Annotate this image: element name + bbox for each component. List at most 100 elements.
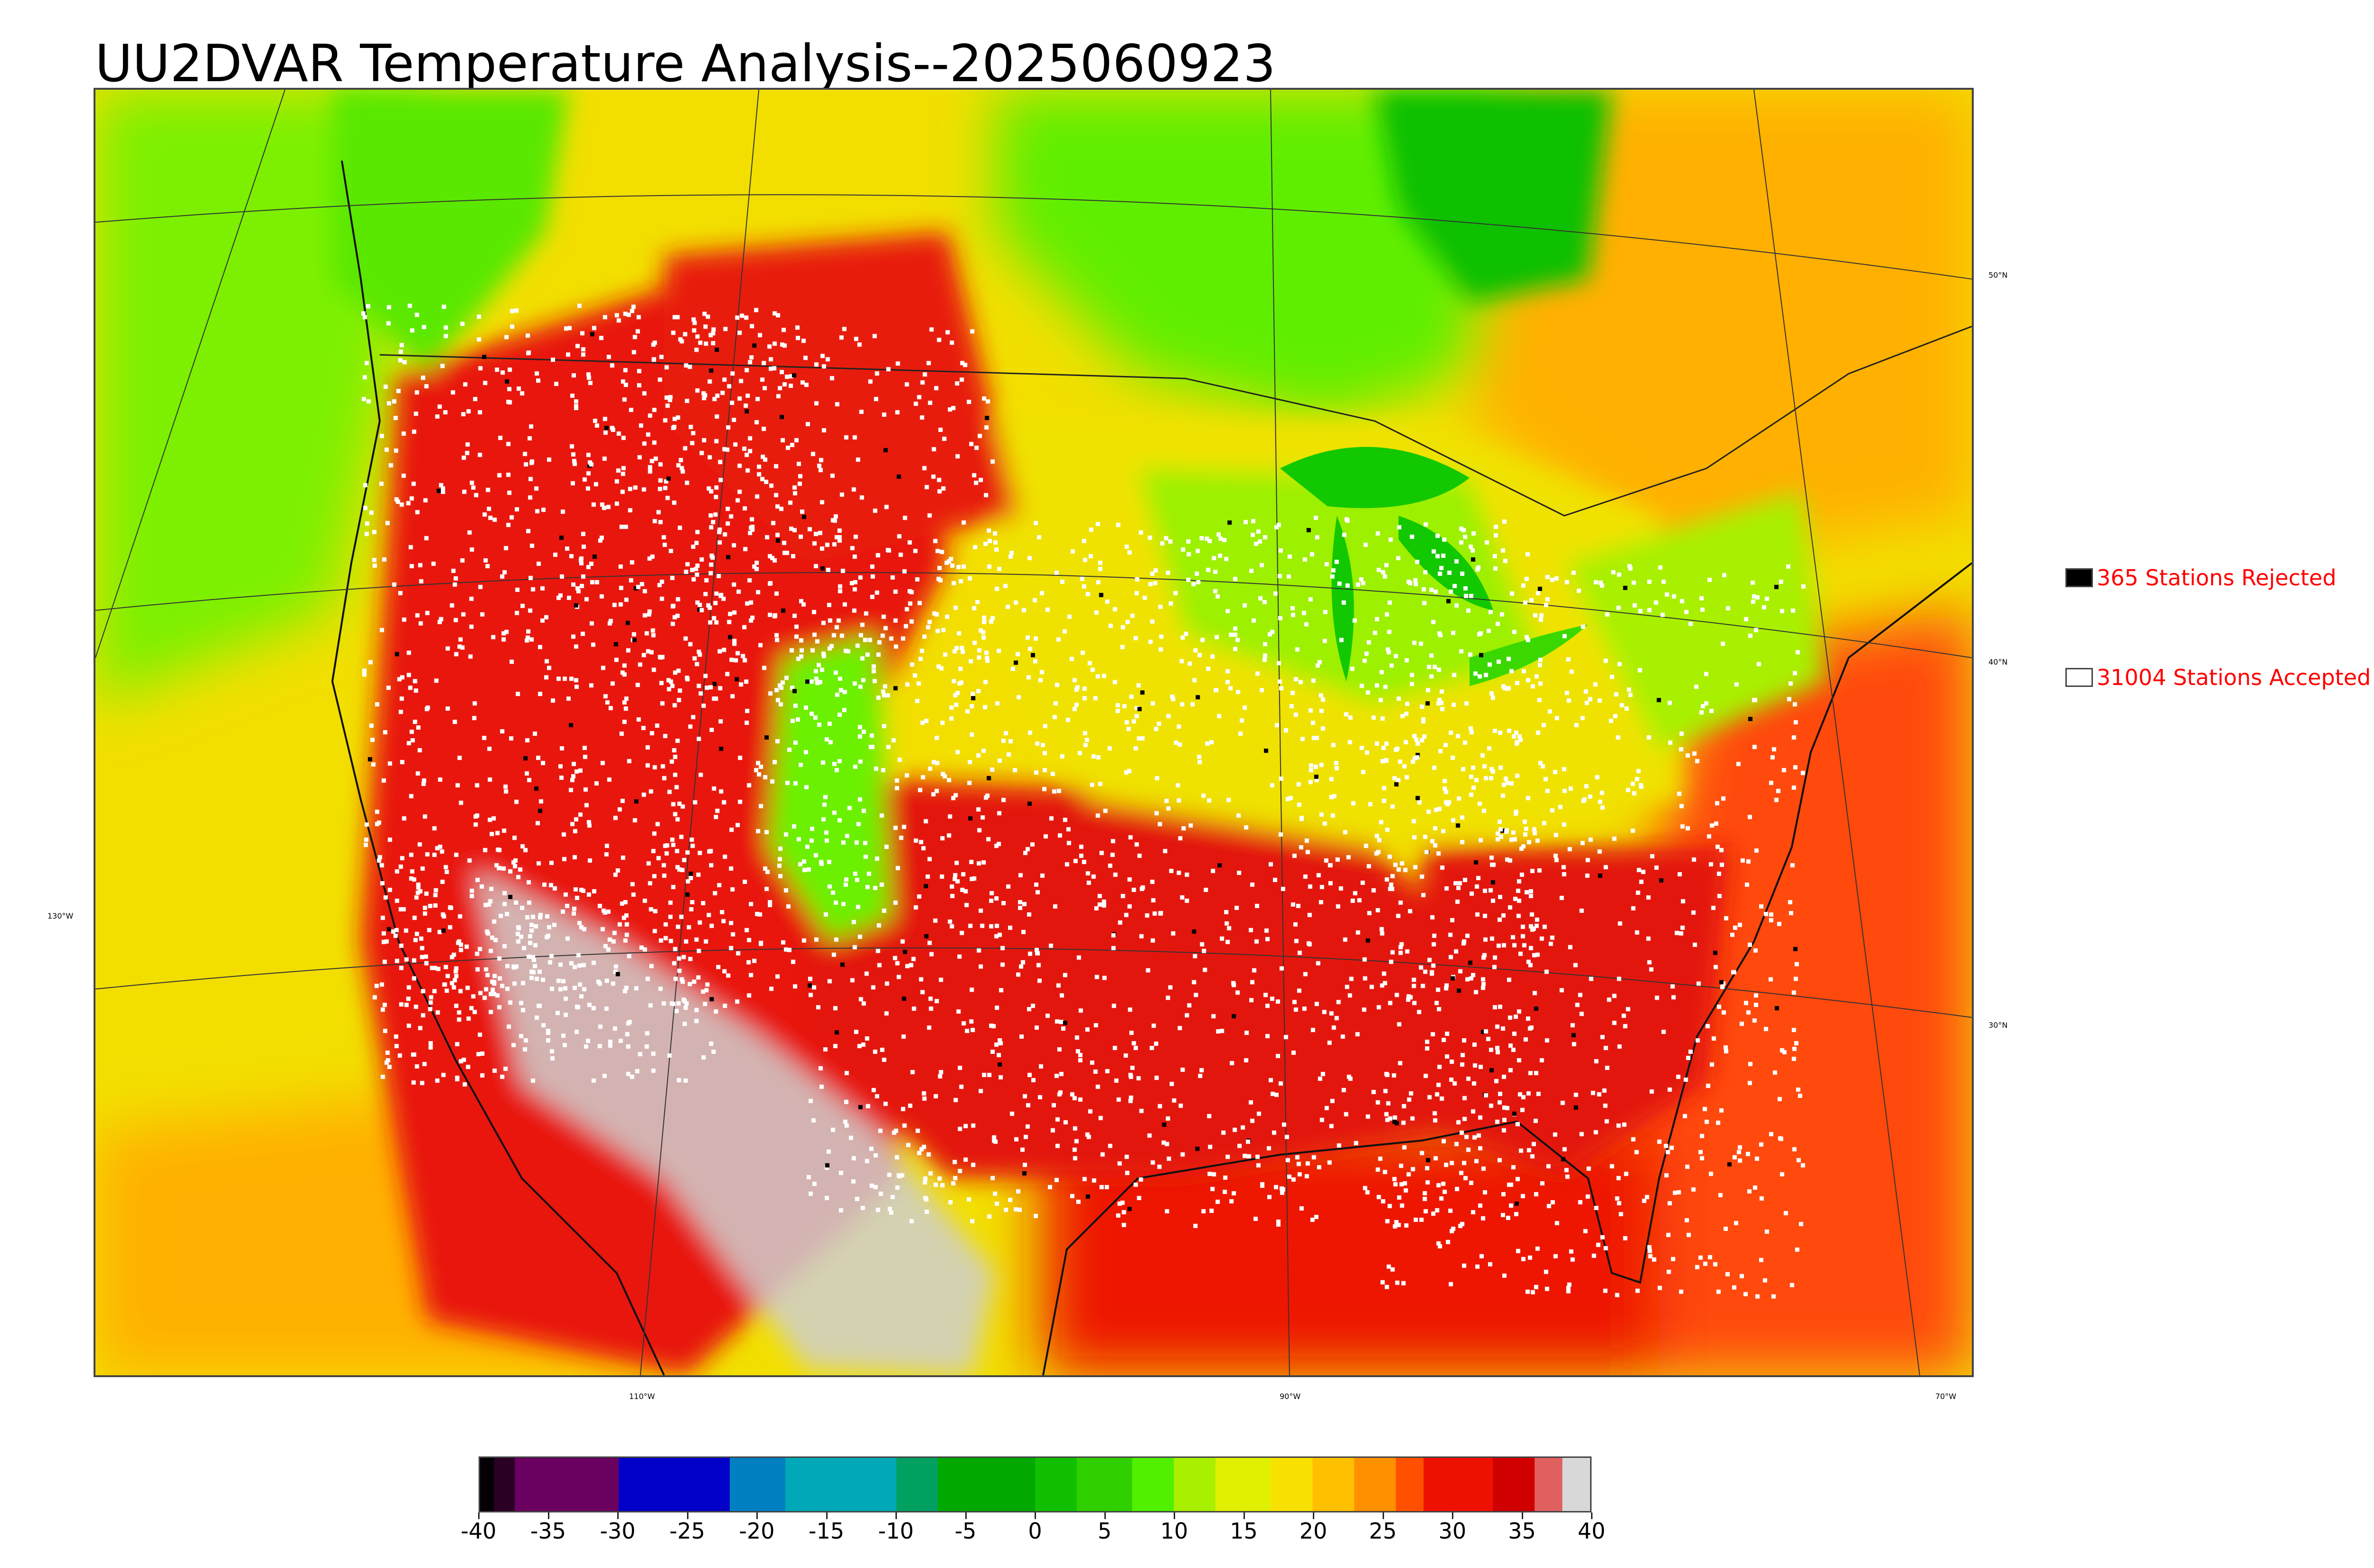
station-marker <box>750 525 755 529</box>
station-marker <box>688 872 693 876</box>
station-marker <box>1042 768 1047 772</box>
station-marker <box>1292 854 1297 858</box>
station-marker <box>1413 756 1417 761</box>
station-marker <box>708 571 713 575</box>
station-marker <box>509 515 514 520</box>
station-marker <box>1128 1099 1133 1103</box>
station-marker <box>1034 770 1038 775</box>
station-marker <box>1774 798 1779 802</box>
station-marker <box>413 679 417 684</box>
station-marker <box>923 884 928 889</box>
station-marker <box>883 448 888 452</box>
station-marker <box>715 414 719 419</box>
station-marker <box>963 1157 968 1162</box>
station-marker <box>1309 552 1314 557</box>
station-marker <box>1108 864 1112 868</box>
station-marker <box>685 399 689 404</box>
station-marker <box>581 347 585 352</box>
station-marker <box>1437 667 1441 672</box>
station-marker <box>666 476 671 481</box>
station-marker <box>1233 647 1238 651</box>
station-marker <box>787 747 792 752</box>
station-marker <box>428 1041 433 1046</box>
station-marker <box>858 997 863 1002</box>
station-marker <box>501 631 506 636</box>
colorbar-segment <box>1535 1458 1563 1511</box>
station-marker <box>805 422 810 426</box>
station-marker <box>851 1179 856 1184</box>
station-marker <box>1052 715 1057 720</box>
station-marker <box>1553 1132 1557 1137</box>
station-marker <box>1698 1150 1703 1155</box>
station-marker <box>856 457 860 462</box>
station-marker <box>1100 1152 1105 1157</box>
station-marker <box>834 535 839 540</box>
station-marker <box>1636 769 1641 773</box>
station-marker <box>668 395 673 400</box>
station-marker <box>824 838 829 843</box>
station-marker <box>1166 1116 1170 1121</box>
station-marker <box>497 866 501 871</box>
station-marker <box>656 856 661 861</box>
station-marker <box>404 957 409 962</box>
station-marker <box>984 795 989 800</box>
station-marker <box>363 506 367 510</box>
station-marker <box>1589 976 1593 981</box>
station-marker <box>1698 1255 1703 1260</box>
station-marker <box>893 826 898 830</box>
station-marker <box>1423 1197 1427 1202</box>
station-marker <box>1142 595 1147 600</box>
station-marker <box>547 666 552 670</box>
station-marker <box>1003 583 1008 588</box>
station-marker <box>464 944 469 949</box>
station-marker <box>677 698 681 703</box>
station-marker <box>399 343 404 347</box>
station-marker <box>918 788 923 792</box>
station-marker <box>1538 681 1543 686</box>
station-marker <box>746 960 751 965</box>
station-marker <box>455 1077 460 1081</box>
station-marker <box>931 792 936 797</box>
station-marker <box>1057 1092 1062 1097</box>
station-marker <box>703 1002 707 1006</box>
station-marker <box>1383 574 1387 579</box>
station-marker <box>1538 617 1543 622</box>
station-marker <box>1413 865 1418 870</box>
station-marker <box>394 448 398 453</box>
station-marker <box>702 396 707 401</box>
station-marker <box>1178 1026 1182 1031</box>
station-marker <box>1014 1207 1018 1212</box>
station-marker <box>500 574 505 579</box>
station-marker <box>596 979 601 984</box>
station-marker <box>876 923 881 928</box>
station-marker <box>1469 1181 1474 1185</box>
station-marker <box>671 843 676 847</box>
station-marker <box>672 748 677 752</box>
station-marker <box>871 1088 876 1092</box>
colorbar-segment <box>1215 1458 1272 1511</box>
station-marker <box>1539 1058 1544 1062</box>
station-marker <box>1436 701 1441 706</box>
station-marker <box>1203 967 1207 972</box>
station-marker <box>579 994 584 999</box>
station-marker <box>622 397 627 402</box>
station-marker <box>1744 883 1749 887</box>
station-marker <box>827 646 832 651</box>
station-marker <box>401 431 406 436</box>
station-marker <box>581 545 586 549</box>
station-marker <box>1074 703 1079 707</box>
station-marker <box>865 652 870 657</box>
station-marker <box>1310 1217 1315 1222</box>
station-marker <box>1083 731 1087 735</box>
station-marker <box>1612 836 1617 841</box>
station-marker <box>392 399 396 404</box>
station-marker <box>1588 697 1592 702</box>
station-marker <box>536 755 541 760</box>
station-marker <box>769 483 774 488</box>
rejected-swatch <box>2065 568 2093 587</box>
station-marker <box>688 957 693 961</box>
station-marker <box>474 493 479 498</box>
station-marker <box>1051 1103 1056 1108</box>
station-marker <box>515 610 519 615</box>
station-marker <box>1631 1137 1636 1142</box>
